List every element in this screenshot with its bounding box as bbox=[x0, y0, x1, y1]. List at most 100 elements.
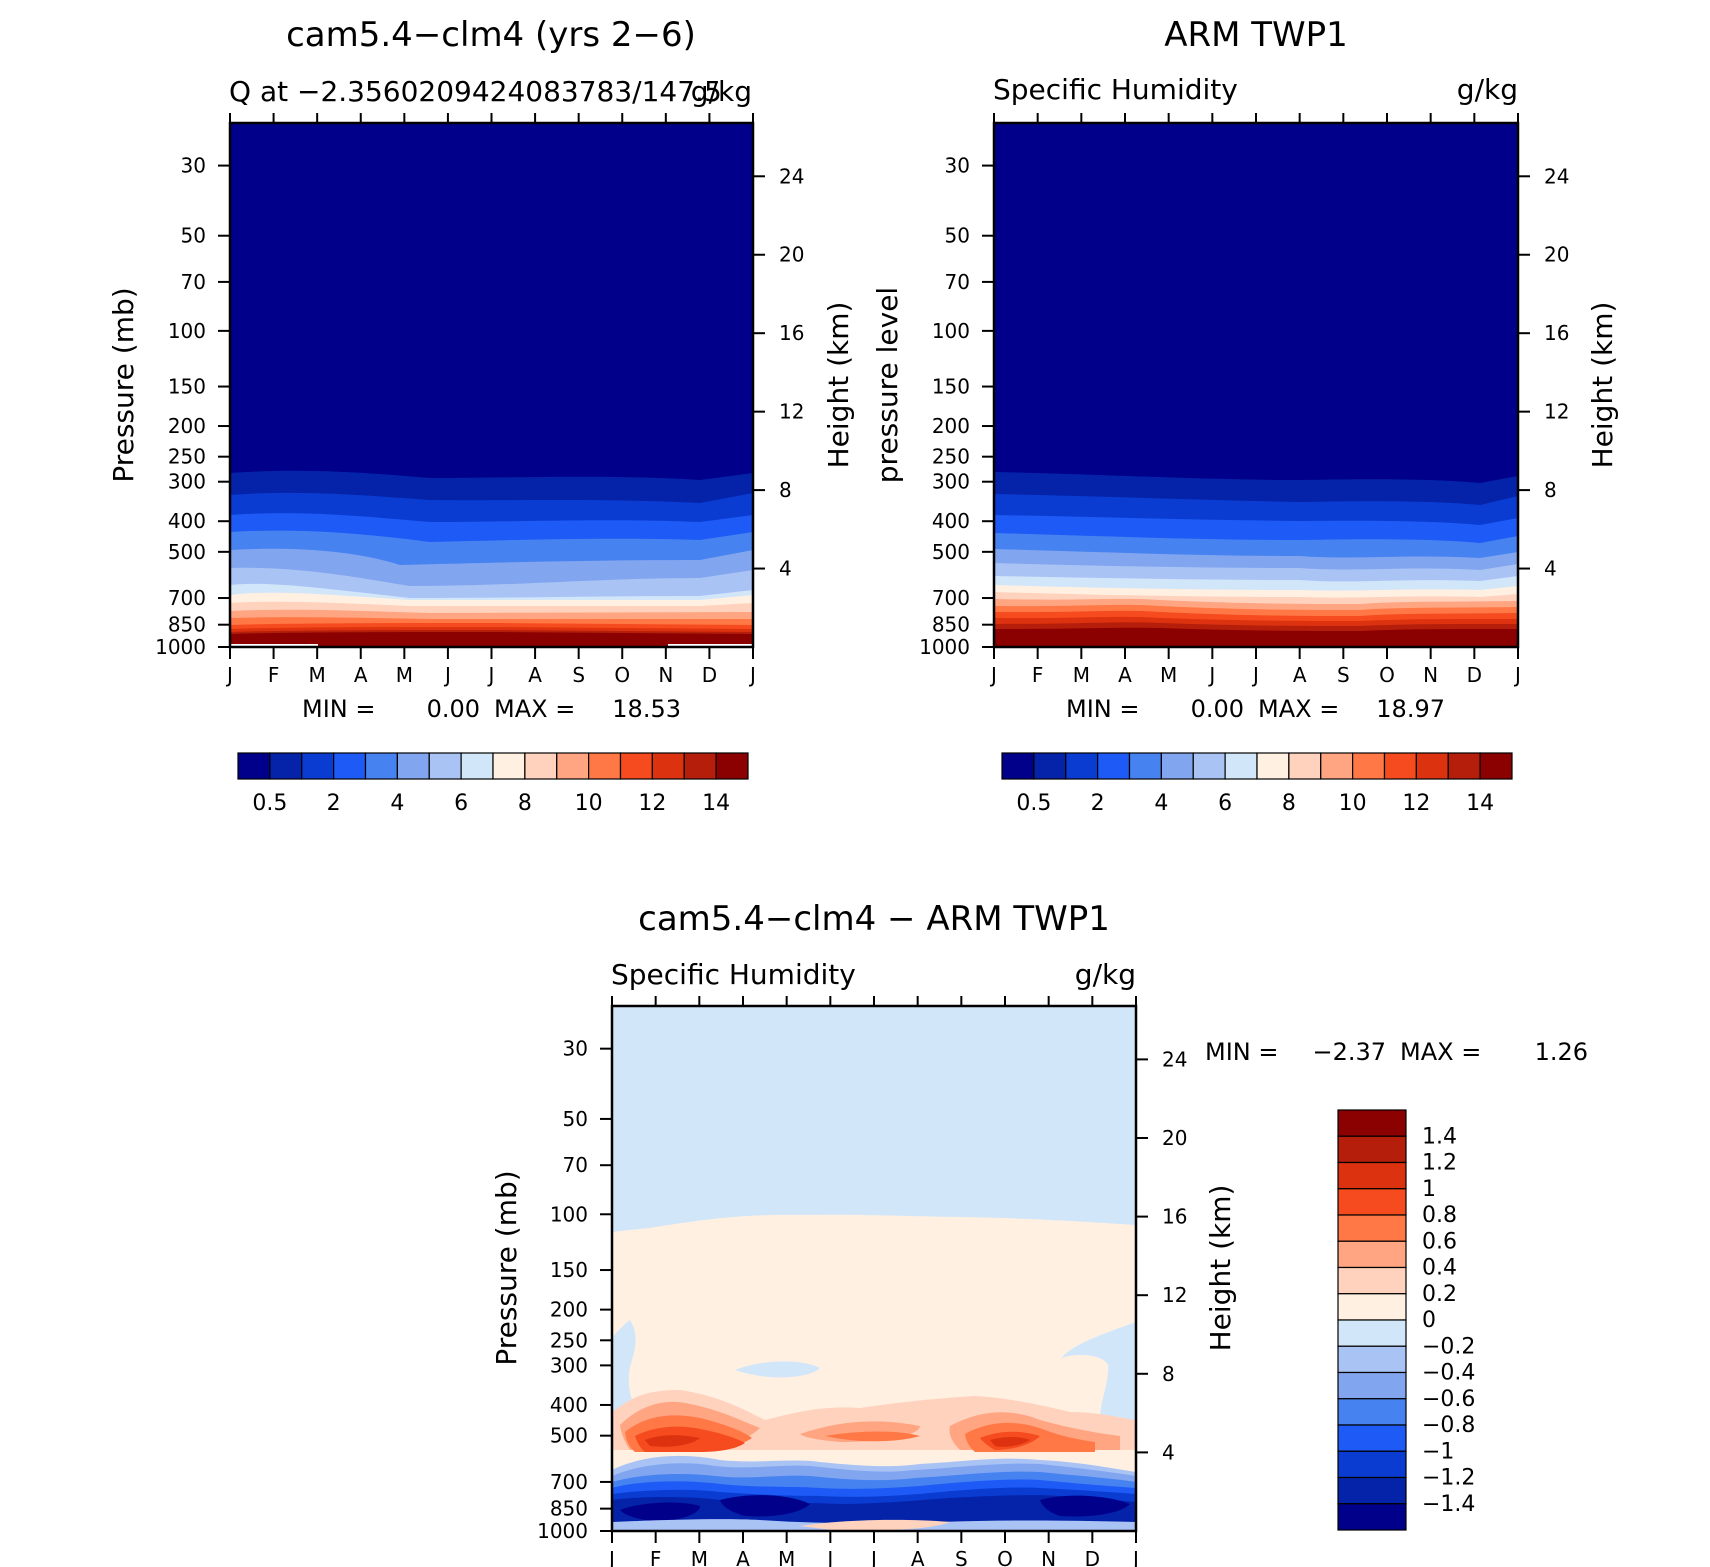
diff-ytick-label: 30 bbox=[563, 1037, 588, 1061]
diff-xtick-label: J bbox=[869, 1547, 877, 1567]
diff-colorbar-swatch bbox=[1337, 1319, 1407, 1347]
obs-height-tick-label: 20 bbox=[1544, 243, 1569, 267]
diff-subtitle-right: g/kg bbox=[1075, 958, 1136, 991]
diff-colorbar-swatch bbox=[1337, 1371, 1407, 1400]
obs-ytick-label: 1000 bbox=[919, 635, 970, 659]
obs-xtick-label: A bbox=[1293, 663, 1307, 687]
obs-xtick-label: D bbox=[1467, 663, 1482, 687]
diff-title: cam5.4−clm4 − ARM TWP1 bbox=[638, 899, 1110, 939]
obs-ytick-label: 400 bbox=[932, 509, 970, 533]
model-xtick-label: A bbox=[354, 663, 368, 687]
model-field bbox=[230, 123, 753, 647]
diff-colorbar-label: −1.2 bbox=[1422, 1466, 1475, 1491]
model-colorbar-swatch bbox=[492, 752, 526, 780]
obs-height-tick-label: 16 bbox=[1544, 321, 1569, 345]
model-xtick-label: J bbox=[443, 663, 451, 687]
model-subtitle-right: g/kg bbox=[691, 75, 752, 108]
model-colorbar-swatch bbox=[269, 752, 303, 780]
obs-ytick-label: 70 bbox=[945, 270, 970, 294]
diff-height-tick-label: 16 bbox=[1162, 1205, 1187, 1229]
model-colorbar-swatch bbox=[619, 752, 653, 780]
model-colorbar-swatch bbox=[588, 752, 622, 780]
diff-colorbar-label: −1.4 bbox=[1422, 1492, 1475, 1517]
model-ytick-label: 50 bbox=[181, 224, 206, 248]
diff-bottom-warm bbox=[800, 1519, 950, 1531]
model-xtick-label: J bbox=[225, 663, 233, 687]
model-xtick-label: A bbox=[528, 663, 542, 687]
diff-colorbar-swatch bbox=[1337, 1266, 1407, 1295]
model-ytick-label: 150 bbox=[168, 375, 206, 399]
obs-xtick-label: S bbox=[1337, 663, 1350, 687]
model-colorbar-swatch bbox=[683, 752, 717, 780]
obs-colorbar-label: 12 bbox=[1402, 791, 1430, 816]
model-height-tick-label: 20 bbox=[779, 243, 804, 267]
obs-colorbar-swatch bbox=[1001, 752, 1035, 780]
diff-height-tick-label: 12 bbox=[1162, 1283, 1187, 1307]
model-max-value: 18.53 bbox=[612, 695, 681, 723]
obs-colorbar: 0.5 2 4 6 8 10 12 14 bbox=[1001, 752, 1513, 816]
obs-colorbar-swatch bbox=[1320, 752, 1354, 780]
obs-xtick-label: J bbox=[1513, 663, 1521, 687]
model-colorbar-swatch bbox=[237, 752, 271, 780]
diff-colorbar-label: 0.6 bbox=[1422, 1229, 1457, 1254]
model-height-tick-label: 16 bbox=[779, 321, 804, 345]
obs-xtick-label: N bbox=[1423, 663, 1438, 687]
obs-xtick-label: A bbox=[1118, 663, 1132, 687]
diff-ytick-label: 1000 bbox=[537, 1519, 588, 1543]
obs-ylabel: pressure level bbox=[871, 287, 904, 483]
model-colorbar-label: 8 bbox=[518, 791, 532, 816]
diff-colorbar-label: −0.8 bbox=[1422, 1413, 1475, 1438]
diff-ytick-label: 200 bbox=[550, 1298, 588, 1322]
diff-colorbar-swatch bbox=[1337, 1109, 1407, 1137]
diff-height-tick-label: 4 bbox=[1162, 1440, 1175, 1464]
model-colorbar-label: 4 bbox=[390, 791, 404, 816]
diff-ytick-label: 250 bbox=[550, 1328, 588, 1352]
obs-xtick-label: F bbox=[1032, 663, 1044, 687]
model-ylabel-right: Height (km) bbox=[822, 302, 855, 469]
obs-colorbar-swatch bbox=[1415, 752, 1449, 780]
model-colorbar-swatch bbox=[428, 752, 462, 780]
obs-subtitle-left: Specific Humidity bbox=[993, 73, 1238, 106]
model-colorbar-swatch bbox=[364, 752, 398, 780]
diff-mid-negative-1 bbox=[735, 1361, 820, 1378]
model-min-value: 0.00 bbox=[427, 695, 480, 723]
model-xtick-label: M bbox=[309, 663, 326, 687]
diff-xtick-label: J bbox=[825, 1547, 833, 1567]
obs-colorbar-swatch bbox=[1352, 752, 1386, 780]
obs-min-value: 0.00 bbox=[1191, 695, 1244, 723]
diff-red-5 bbox=[645, 1435, 1030, 1447]
obs-colorbar-swatch bbox=[1447, 752, 1481, 780]
diff-colorbar-label: 1.4 bbox=[1422, 1124, 1457, 1149]
obs-height-tick-label: 12 bbox=[1544, 400, 1569, 424]
diff-xtick-label: J bbox=[1131, 1547, 1139, 1567]
diff-xtick-label: N bbox=[1041, 1547, 1056, 1567]
diff-xtick-label: A bbox=[911, 1547, 925, 1567]
model-colorbar-swatch bbox=[651, 752, 685, 780]
model-ytick-label: 30 bbox=[181, 154, 206, 178]
model-ytick-label: 100 bbox=[168, 319, 206, 343]
obs-subtitle-right: g/kg bbox=[1457, 73, 1518, 106]
diff-colorbar-swatch bbox=[1337, 1503, 1407, 1531]
obs-xtick-label: M bbox=[1073, 663, 1090, 687]
obs-ytick-label: 300 bbox=[932, 470, 970, 494]
diff-max-label: MAX = bbox=[1400, 1038, 1481, 1066]
diff-colorbar-label: 1.2 bbox=[1422, 1151, 1457, 1176]
diff-red-4 bbox=[635, 1426, 1040, 1452]
diff-upper-negative bbox=[612, 1006, 1136, 1232]
obs-colorbar-label: 6 bbox=[1218, 791, 1232, 816]
model-xtick-label: S bbox=[572, 663, 585, 687]
diff-ytick-label: 700 bbox=[550, 1470, 588, 1494]
model-max-label: MAX = bbox=[494, 695, 575, 723]
obs-colorbar-swatch bbox=[1224, 752, 1258, 780]
obs-colorbar-swatch bbox=[1256, 752, 1290, 780]
model-xtick-label: D bbox=[702, 663, 717, 687]
panel-obs: ARM TWP1 Specific Humidity g/kg 30 50 70 10… bbox=[871, 15, 1619, 816]
diff-height-tick-label: 8 bbox=[1162, 1362, 1175, 1386]
obs-colorbar-swatch bbox=[1192, 752, 1226, 780]
diff-colorbar: 1.41.210.80.60.40.20−0.2−0.4−0.6−0.8−1−1… bbox=[1337, 1109, 1475, 1531]
model-colorbar-label: 2 bbox=[327, 791, 341, 816]
model-xtick-label: J bbox=[748, 663, 756, 687]
